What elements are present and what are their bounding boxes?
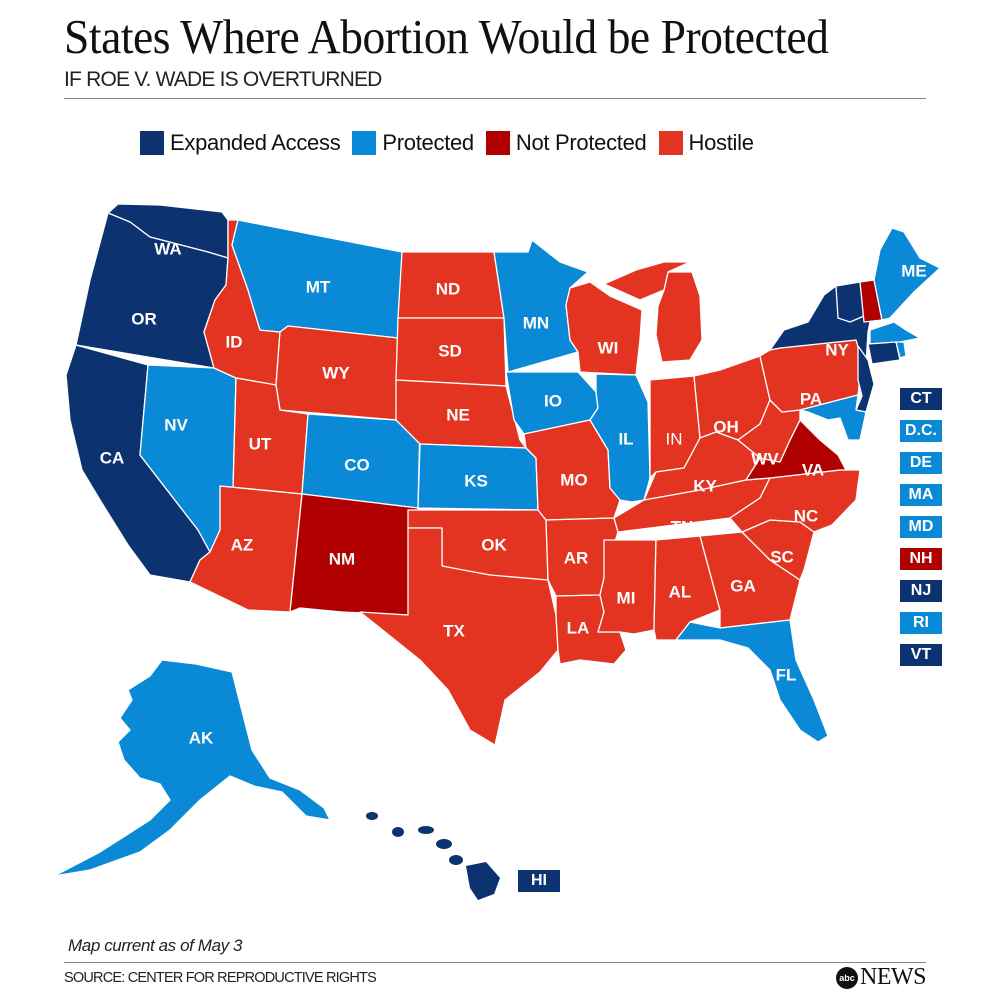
tag-ct[interactable]: CT xyxy=(900,388,942,410)
label-tx: TX xyxy=(443,621,465,640)
label-ar: AR xyxy=(564,548,589,567)
state-ma[interactable] xyxy=(869,321,921,345)
tag-vt[interactable]: VT xyxy=(900,644,942,666)
state-nc[interactable] xyxy=(729,469,861,533)
legend-label: Hostile xyxy=(688,130,754,155)
label-wv: WV xyxy=(751,449,779,468)
label-ia: IO xyxy=(544,391,562,410)
state-ak[interactable] xyxy=(53,659,331,877)
label-sc: SC xyxy=(770,547,794,566)
tag-nh[interactable]: NH xyxy=(900,548,942,570)
tag-dc[interactable]: D.C. xyxy=(900,420,942,442)
legend-item-not-protected: Not Protected xyxy=(485,130,647,156)
state-hi[interactable] xyxy=(366,812,500,900)
state-ct[interactable] xyxy=(867,341,901,365)
legend-swatch-not-protected xyxy=(485,131,510,155)
legend-swatch-expanded-access xyxy=(140,131,164,155)
label-ne: NE xyxy=(446,405,470,424)
label-fl: FL xyxy=(776,665,797,684)
label-az: AZ xyxy=(231,535,254,554)
label-wi: WI xyxy=(598,338,619,357)
label-mi: MI xyxy=(682,359,701,378)
page-subtitle: IF ROE V. WADE IS OVERTURNED xyxy=(64,68,382,91)
legend-item-protected: Protected xyxy=(352,130,474,156)
state-ms[interactable] xyxy=(597,539,657,635)
source-credit: SOURCE: CENTER FOR REPRODUCTIVE RIGHTS xyxy=(64,970,377,986)
label-sd: SD xyxy=(438,341,462,360)
label-or: OR xyxy=(131,309,157,328)
small-state-tags: CT D.C. DE MA MD NH NJ RI VT xyxy=(900,388,942,666)
label-ok: OK xyxy=(481,535,507,554)
label-mn: MN xyxy=(523,313,549,332)
label-tn: TN xyxy=(671,517,694,536)
legend-label: Not Protected xyxy=(515,130,647,155)
news-wordmark: NEWS xyxy=(860,964,927,990)
label-mt: MT xyxy=(306,277,331,296)
label-wa: WA xyxy=(154,239,181,258)
label-ut: UT xyxy=(249,434,272,453)
label-va: VA xyxy=(802,460,824,479)
label-il: IL xyxy=(618,429,633,448)
label-id: ID xyxy=(226,332,243,351)
label-ny: NY xyxy=(825,340,849,359)
state-vt[interactable] xyxy=(835,281,865,323)
legend-label: Protected xyxy=(382,130,474,155)
state-tx[interactable] xyxy=(359,527,559,746)
legend-label: Expanded Access xyxy=(170,130,341,155)
tag-nj[interactable]: NJ xyxy=(900,580,942,602)
page-title: States Where Abortion Would be Protected xyxy=(64,9,829,64)
label-wy: WY xyxy=(322,363,350,382)
label-pa: PA xyxy=(800,389,822,408)
tag-ma[interactable]: MA xyxy=(900,484,942,506)
tag-ri[interactable]: RI xyxy=(900,612,942,634)
label-ks: KS xyxy=(464,471,488,490)
label-nv: NV xyxy=(164,415,188,434)
label-ms: MI xyxy=(617,588,636,607)
label-oh: OH xyxy=(713,417,739,436)
label-ak: AK xyxy=(189,728,214,747)
state-mi-up xyxy=(603,261,691,301)
label-in: IN xyxy=(666,429,683,448)
state-ri[interactable] xyxy=(895,341,907,359)
legend: Expanded Access Protected Not Protected … xyxy=(140,130,754,156)
label-nm: NM xyxy=(329,549,355,568)
label-la: LA xyxy=(567,618,590,637)
label-co: CO xyxy=(344,455,370,474)
tag-md[interactable]: MD xyxy=(900,516,942,538)
legend-swatch-hostile xyxy=(658,131,683,155)
legend-item-hostile: Hostile xyxy=(658,130,754,156)
legend-swatch-protected xyxy=(352,131,377,155)
label-ga: GA xyxy=(730,576,756,595)
tag-hi[interactable]: HI xyxy=(518,870,560,892)
state-il[interactable] xyxy=(589,373,651,503)
tag-de[interactable]: DE xyxy=(900,452,942,474)
label-ca: CA xyxy=(100,448,125,467)
header-divider xyxy=(64,98,926,99)
legend-item-expanded-access: Expanded Access xyxy=(140,130,341,156)
map-date-note: Map current as of May 3 xyxy=(68,936,243,955)
label-ky: KY xyxy=(693,476,717,495)
label-nc: NC xyxy=(794,506,819,525)
state-fl[interactable] xyxy=(675,619,829,743)
state-me[interactable] xyxy=(873,227,941,321)
label-mo: MO xyxy=(560,470,587,489)
state-mi[interactable] xyxy=(655,271,703,363)
abc-news-logo: abc NEWS xyxy=(836,964,927,991)
label-al: AL xyxy=(669,582,692,601)
label-me: ME xyxy=(901,261,927,280)
state-md-de[interactable] xyxy=(799,394,867,441)
label-nd: ND xyxy=(436,279,461,298)
abc-logo-icon: abc xyxy=(836,966,858,989)
footer-divider xyxy=(64,962,926,963)
